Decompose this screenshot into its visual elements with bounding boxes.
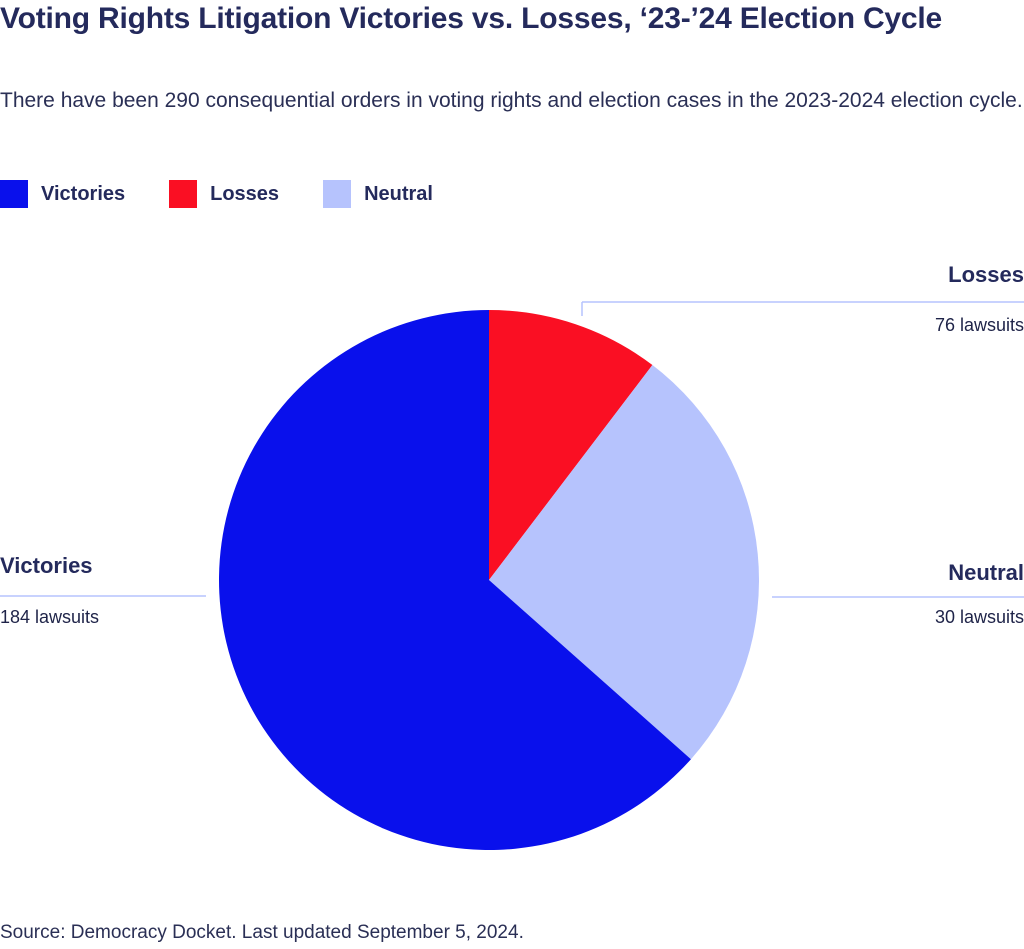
legend-swatch-neutral [323,180,352,208]
pie-slice-neutral [489,365,760,760]
losses-callout-count: 76 lawsuits [934,315,1024,335]
legend-swatch-losses [169,180,198,208]
legend-item-neutral: Neutral [323,180,433,208]
source-note: Source: Democracy Docket. Last updated S… [0,922,524,943]
legend-label-losses: Losses [210,182,280,205]
legend: Victories Losses Neutral [0,180,477,208]
neutral-callout-count: 30 lawsuits [934,607,1024,627]
pie-slice-losses [489,310,653,580]
legend-item-victories: Victories [0,180,125,208]
legend-label-victories: Victories [41,182,126,205]
chart-subtitle: There have been 290 consequential orders… [0,89,1023,112]
pie-slice-victories [219,310,691,850]
pie-slices [219,310,760,850]
legend-swatch-victories [0,180,28,208]
losses-callout-name: Losses [948,262,1024,287]
victories-callout-name: Victories [0,553,93,578]
neutral-callout-name: Neutral [948,560,1024,585]
legend-label-neutral: Neutral [364,182,433,205]
legend-item-losses: Losses [169,180,279,208]
victories-callout-count: 184 lawsuits [0,607,100,627]
chart-title: Voting Rights Litigation Victories vs. L… [0,2,943,35]
